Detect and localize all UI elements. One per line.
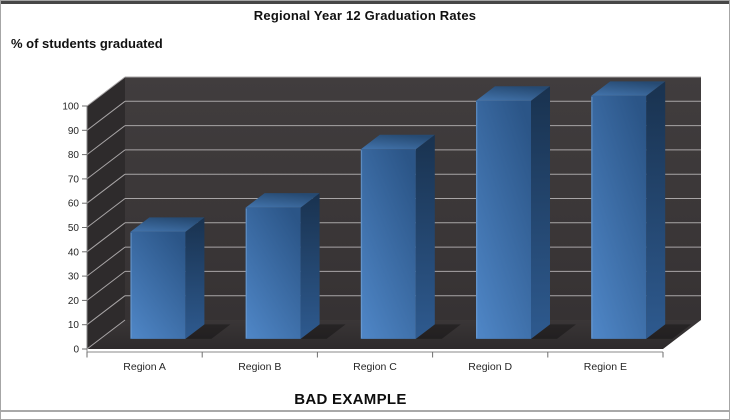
caption-bad-example: BAD EXAMPLE [294,391,407,408]
y-tick-label-80: 80 [68,150,80,161]
x-category-label-region-b: Region B [238,361,281,373]
bar-shadow-region-a [185,324,231,339]
x-category-label-region-c: Region C [353,361,397,373]
bar-side-region-b [300,193,320,339]
frame-bottom-edge [1,410,729,412]
y-tick-label-10: 10 [68,320,80,331]
chart-title: Regional Year 12 Graduation Rates [253,8,477,23]
y-tick-label-40: 40 [68,247,80,258]
y-tick-label-70: 70 [68,174,80,185]
x-category-label-region-d: Region D [468,361,512,373]
bar-top-region-d [476,86,550,101]
gridline-leftwall-50 [86,198,126,228]
gridline-leftwall-10 [86,295,126,326]
bar-front-region-a [130,231,186,339]
x-category-label-region-e: Region E [584,361,627,373]
bar-shadow-region-b [300,324,346,339]
bar-side-region-d [531,86,550,339]
bar-front-region-b [245,207,301,339]
gridline-leftwall-90 [86,100,126,131]
bar-shadow-region-d [531,324,576,339]
y-tick-label-20: 20 [68,296,80,307]
gridline-leftwall-80 [86,125,126,155]
y-tick-label-50: 50 [68,223,80,234]
gridline-leftwall-20 [86,271,126,301]
y-tick-label-100: 100 [62,102,79,113]
bar-front-region-d [476,100,531,339]
gridline-leftwall-30 [86,246,126,277]
bar-side-region-c [415,134,435,339]
frame-top-edge [1,1,729,4]
bar-side-region-e [646,81,666,339]
bar-shadow-region-c [415,324,461,339]
y-axis-title: % of students graduated [11,36,163,51]
y-tick-label-30: 30 [68,272,80,283]
bar-front-region-e [591,95,647,339]
gridline-leftwall-100 [86,76,126,107]
gridline-leftwall-60 [86,173,126,204]
y-tick-label-90: 90 [68,126,80,137]
bar-front-region-c [360,149,416,339]
y-tick-label-0: 0 [73,345,79,356]
bar-top-region-a [130,217,205,232]
x-category-label-region-a: Region A [123,361,166,373]
bar-top-region-e [591,81,666,96]
gridline-leftwall-0 [86,319,126,350]
bar-top-region-c [360,134,435,150]
bar-top-region-b [245,193,320,208]
gridline-leftwall-40 [86,222,126,253]
bar-side-region-a [185,217,205,339]
gridline-leftwall-70 [86,149,126,180]
y-tick-label-60: 60 [68,199,80,210]
bar-shadow-region-e [646,324,692,339]
